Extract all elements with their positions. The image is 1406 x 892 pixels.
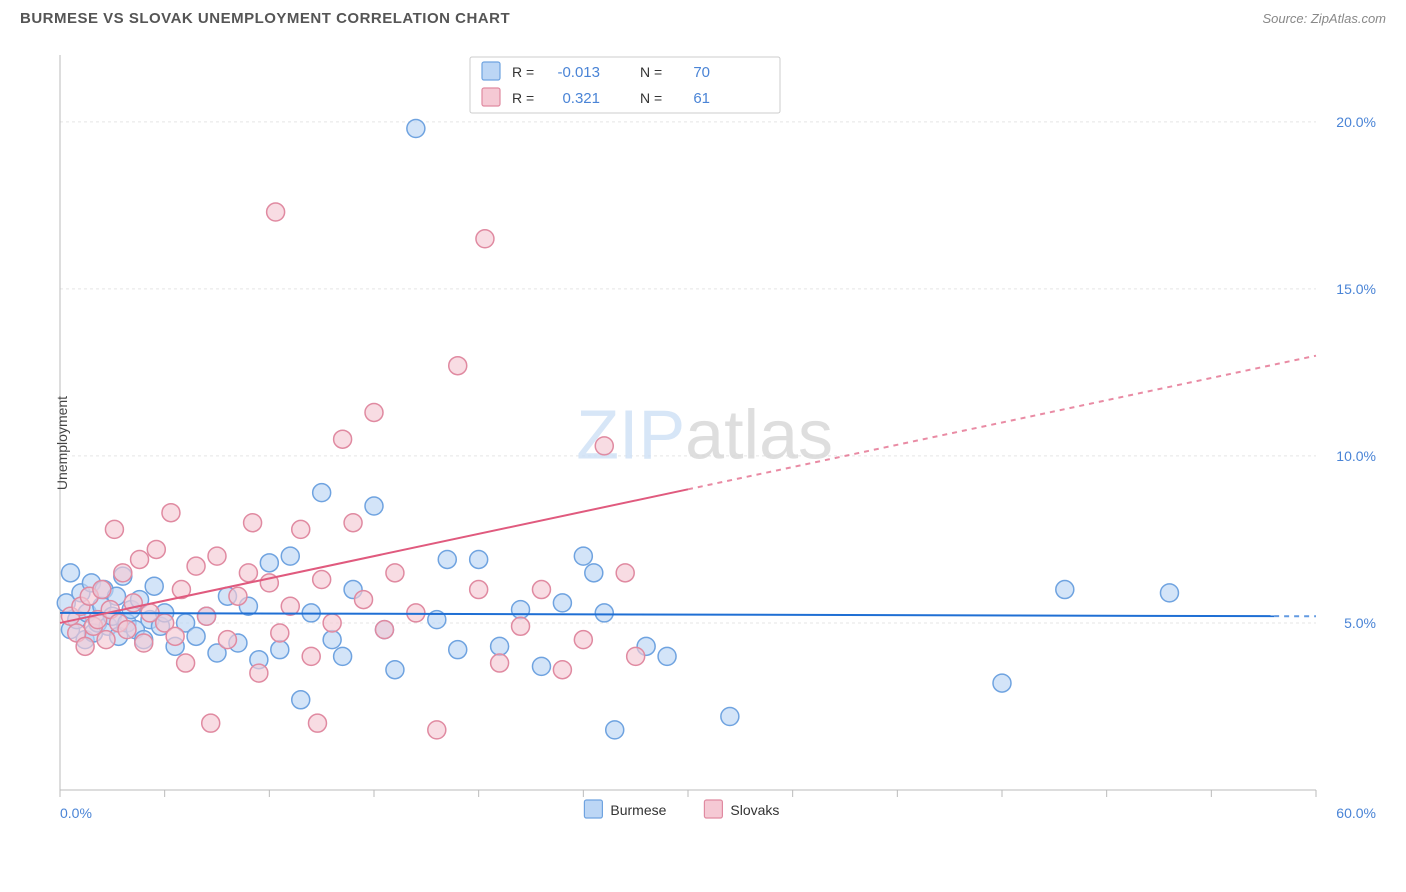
- svg-text:70: 70: [693, 64, 710, 81]
- svg-text:20.0%: 20.0%: [1336, 114, 1376, 130]
- y-axis-label: Unemployment: [54, 395, 70, 489]
- svg-text:-0.013: -0.013: [557, 64, 600, 81]
- scatter-chart: ZIPatlas 0.0% 60.0% 5.0% 10.0% 15.0% 20.0% R = -…: [50, 45, 1386, 840]
- svg-text:R =: R =: [512, 64, 534, 80]
- chart-title: BURMESE VS SLOVAK UNEMPLOYMENT CORRELATI…: [20, 10, 510, 27]
- chart-area: Unemployment ZIPatlas 0.0% 60.0% 5.0% 10.0% 1…: [50, 45, 1386, 840]
- svg-text:R =: R =: [512, 90, 534, 106]
- svg-text:61: 61: [693, 90, 710, 107]
- svg-text:Slovaks: Slovaks: [730, 802, 779, 818]
- svg-text:10.0%: 10.0%: [1336, 448, 1376, 464]
- svg-text:N =: N =: [640, 64, 662, 80]
- svg-text:0.0%: 0.0%: [60, 805, 92, 821]
- svg-text:15.0%: 15.0%: [1336, 281, 1376, 297]
- svg-text:5.0%: 5.0%: [1344, 615, 1376, 631]
- svg-text:ZIPatlas: ZIPatlas: [576, 395, 833, 473]
- svg-text:Burmese: Burmese: [610, 802, 666, 818]
- svg-text:0.321: 0.321: [562, 90, 600, 107]
- source-label: Source: ZipAtlas.com: [1262, 11, 1386, 26]
- svg-text:60.0%: 60.0%: [1336, 805, 1376, 821]
- svg-text:N =: N =: [640, 90, 662, 106]
